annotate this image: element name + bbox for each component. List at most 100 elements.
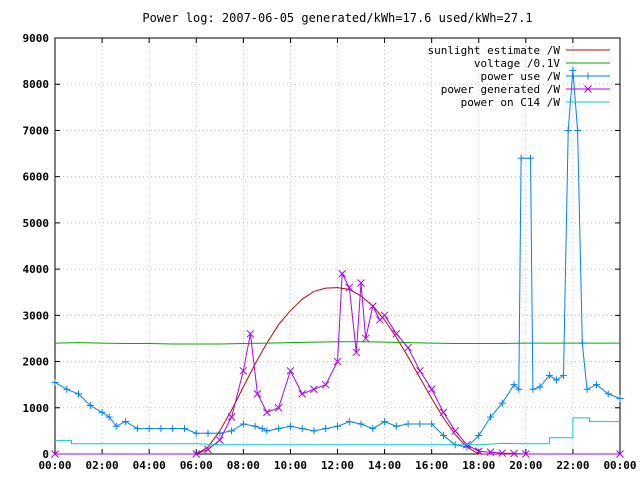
data-point — [204, 445, 212, 454]
legend-label: power on C14 /W — [461, 96, 561, 109]
data-point — [616, 395, 624, 403]
data-point — [380, 311, 389, 320]
data-point — [498, 399, 506, 407]
y-tick-label: 5000 — [23, 217, 50, 230]
series-4 — [55, 417, 620, 446]
y-tick-label: 1000 — [23, 402, 50, 415]
y-tick-label: 8000 — [23, 78, 50, 91]
data-point — [286, 366, 295, 375]
x-tick-label: 04:00 — [133, 459, 166, 472]
x-tick-label: 14:00 — [368, 459, 401, 472]
y-tick-label: 9000 — [23, 32, 50, 45]
data-point — [517, 154, 525, 162]
series-line — [54, 341, 620, 345]
data-point — [474, 447, 483, 456]
series-2 — [51, 66, 624, 451]
data-point — [392, 422, 400, 430]
data-point — [169, 425, 177, 433]
data-point — [322, 425, 330, 433]
data-point — [98, 408, 106, 416]
x-tick-label: 22:00 — [556, 459, 589, 472]
grid-lines — [55, 38, 620, 454]
data-point — [486, 448, 495, 457]
data-point — [321, 380, 330, 389]
data-point — [63, 385, 71, 393]
data-point — [428, 420, 436, 428]
data-point — [416, 420, 424, 428]
data-point — [246, 329, 255, 338]
series-line — [54, 70, 621, 448]
data-point — [333, 357, 342, 366]
y-tick-label: 6000 — [23, 171, 50, 184]
data-point — [286, 422, 294, 430]
data-point — [361, 334, 370, 343]
x-tick-label: 00:00 — [603, 459, 636, 472]
data-point — [357, 420, 365, 428]
data-point — [145, 425, 153, 433]
data-point — [616, 450, 624, 458]
data-point — [215, 436, 224, 444]
data-point — [105, 413, 113, 421]
data-point — [345, 283, 354, 292]
x-tick-label: 00:00 — [38, 459, 71, 472]
data-point — [263, 408, 271, 417]
series-line — [55, 271, 620, 455]
data-point — [216, 429, 224, 437]
data-point — [192, 450, 201, 458]
data-point — [122, 418, 130, 426]
data-point — [583, 385, 591, 393]
data-point — [552, 376, 560, 384]
data-point — [475, 432, 483, 440]
data-point — [251, 422, 259, 430]
data-point — [298, 425, 306, 433]
data-point — [510, 449, 518, 458]
legend-marker — [584, 72, 592, 80]
data-point — [560, 371, 567, 379]
chart-title: Power log: 2007-06-05 generated/kWh=17.6… — [142, 11, 532, 25]
data-point — [404, 343, 412, 352]
data-point — [192, 429, 200, 437]
legend-marker — [584, 85, 592, 93]
data-point — [604, 390, 612, 398]
legend-label: voltage /0.1V — [474, 57, 560, 70]
data-point — [157, 425, 165, 433]
x-tick-label: 18:00 — [462, 459, 495, 472]
data-point — [75, 390, 83, 398]
series-1 — [54, 341, 620, 345]
data-point — [133, 425, 141, 433]
y-tick-label: 7000 — [23, 124, 50, 137]
x-tick-label: 20:00 — [509, 459, 542, 472]
series-3 — [51, 269, 624, 458]
data-point — [510, 381, 518, 389]
x-tick-label: 02:00 — [86, 459, 119, 472]
data-point — [112, 422, 120, 430]
x-tick-label: 16:00 — [415, 459, 448, 472]
data-point — [369, 425, 377, 433]
data-point — [368, 302, 377, 310]
data-point — [298, 390, 307, 398]
data-point — [228, 427, 236, 435]
data-point — [487, 413, 495, 421]
y-tick-label: 3000 — [23, 309, 50, 322]
data-point — [392, 329, 401, 338]
data-point — [536, 383, 544, 391]
data-point — [180, 425, 188, 433]
data-point — [527, 154, 535, 162]
data-point — [529, 385, 537, 393]
data-point — [310, 427, 318, 435]
data-point — [204, 429, 212, 437]
data-point — [86, 401, 94, 409]
data-point — [51, 378, 59, 386]
data-point — [258, 425, 266, 433]
data-point — [564, 126, 572, 134]
x-tick-label: 10:00 — [274, 459, 307, 472]
data-point — [569, 66, 577, 74]
data-point — [416, 366, 424, 375]
y-tick-label: 2000 — [23, 356, 50, 369]
data-point — [51, 450, 59, 458]
data-point — [338, 269, 347, 278]
x-tick-label: 06:00 — [180, 459, 213, 472]
data-point — [253, 390, 262, 398]
